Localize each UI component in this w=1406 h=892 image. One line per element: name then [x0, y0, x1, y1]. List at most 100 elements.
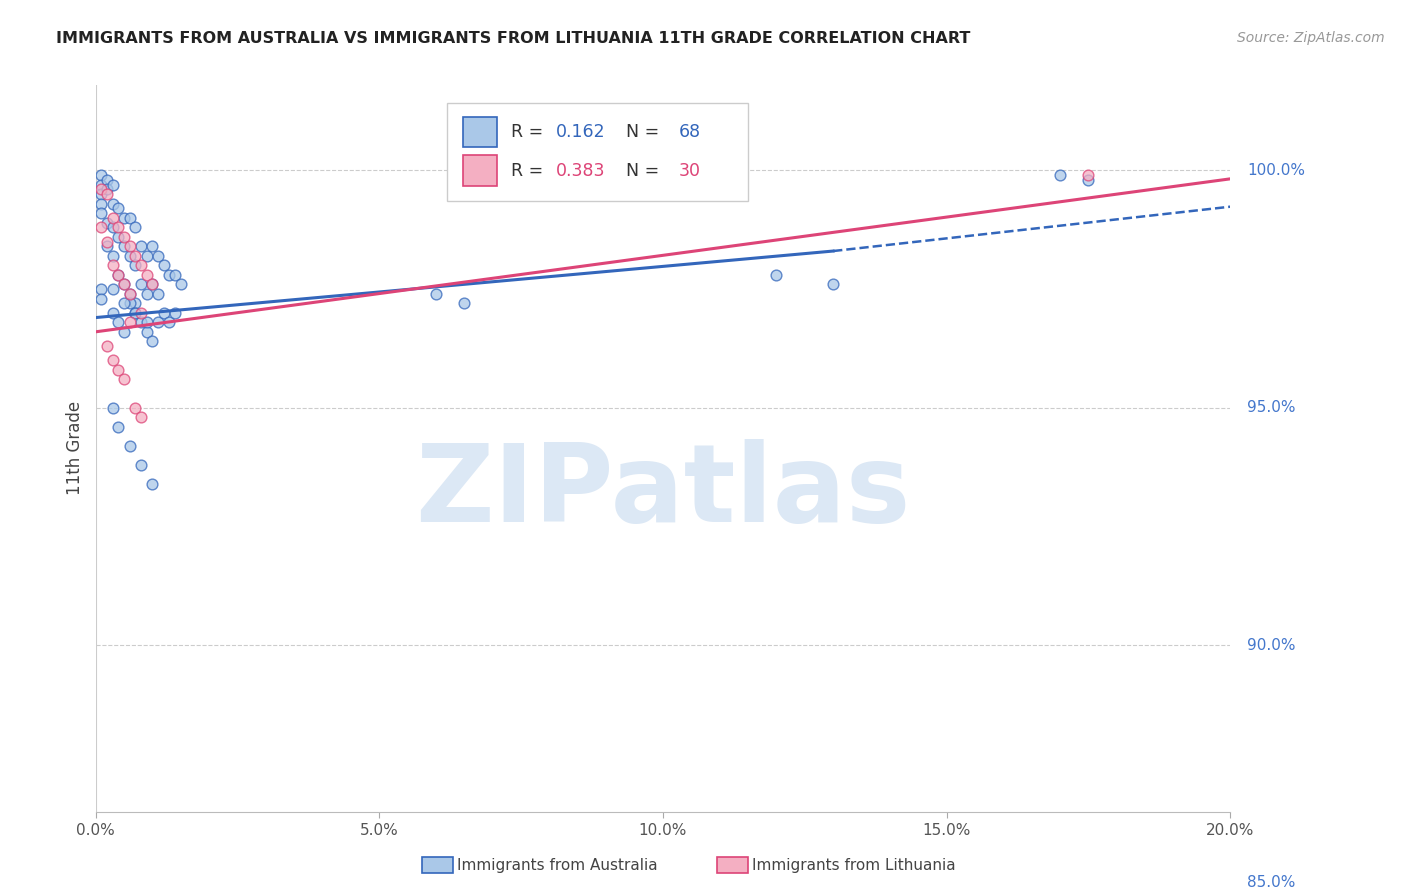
- Point: [129, 239, 152, 253]
- Point: [101, 258, 124, 272]
- Point: [96, 187, 118, 202]
- Point: [152, 306, 174, 320]
- Point: [146, 249, 169, 263]
- Point: [170, 277, 193, 292]
- Point: [90, 178, 112, 192]
- Point: [101, 211, 124, 225]
- Point: [107, 420, 129, 434]
- Text: IMMIGRANTS FROM AUSTRALIA VS IMMIGRANTS FROM LITHUANIA 11TH GRADE CORRELATION CH: IMMIGRANTS FROM AUSTRALIA VS IMMIGRANTS …: [56, 31, 970, 46]
- Point: [112, 211, 135, 225]
- Point: [90, 220, 112, 235]
- Point: [453, 296, 475, 310]
- Text: 30: 30: [679, 161, 700, 179]
- Point: [96, 339, 118, 353]
- Point: [135, 325, 157, 339]
- Text: R =: R =: [510, 123, 548, 141]
- Point: [129, 410, 152, 425]
- Point: [90, 187, 112, 202]
- Point: [157, 315, 180, 329]
- Text: N =: N =: [616, 161, 665, 179]
- Point: [112, 239, 135, 253]
- Point: [124, 249, 146, 263]
- Point: [1077, 168, 1099, 182]
- Point: [163, 306, 186, 320]
- Point: [90, 282, 112, 296]
- Point: [118, 286, 141, 301]
- Point: [823, 277, 845, 292]
- Point: [90, 292, 112, 306]
- Point: [96, 239, 118, 253]
- Point: [1049, 168, 1071, 182]
- Point: [96, 235, 118, 249]
- Point: [101, 282, 124, 296]
- Point: [135, 315, 157, 329]
- Point: [425, 286, 447, 301]
- Point: [124, 258, 146, 272]
- Point: [107, 220, 129, 235]
- Point: [124, 401, 146, 415]
- Point: [124, 306, 146, 320]
- Point: [96, 173, 118, 187]
- Text: N =: N =: [616, 123, 665, 141]
- Text: 85.0%: 85.0%: [1247, 875, 1296, 890]
- Text: 95.0%: 95.0%: [1247, 401, 1296, 416]
- Text: Source: ZipAtlas.com: Source: ZipAtlas.com: [1237, 31, 1385, 45]
- Point: [129, 458, 152, 472]
- Point: [129, 277, 152, 292]
- Point: [107, 268, 129, 282]
- Text: Immigrants from Australia: Immigrants from Australia: [457, 858, 658, 872]
- Point: [146, 286, 169, 301]
- Point: [107, 229, 129, 244]
- Point: [124, 220, 146, 235]
- Point: [112, 229, 135, 244]
- Point: [90, 206, 112, 220]
- Point: [118, 439, 141, 453]
- Point: [101, 306, 124, 320]
- Point: [118, 296, 141, 310]
- Text: ZIPatlas: ZIPatlas: [415, 439, 911, 545]
- Point: [101, 401, 124, 415]
- Point: [112, 325, 135, 339]
- Point: [124, 306, 146, 320]
- Point: [163, 268, 186, 282]
- Point: [152, 258, 174, 272]
- Point: [90, 168, 112, 182]
- Point: [141, 277, 163, 292]
- Text: R =: R =: [510, 161, 548, 179]
- Point: [124, 296, 146, 310]
- Point: [90, 196, 112, 211]
- Text: 68: 68: [679, 123, 702, 141]
- Point: [118, 211, 141, 225]
- Point: [101, 220, 124, 235]
- Point: [141, 277, 163, 292]
- Point: [135, 268, 157, 282]
- Point: [90, 182, 112, 196]
- Y-axis label: 11th Grade: 11th Grade: [66, 401, 84, 495]
- Text: 0.383: 0.383: [557, 161, 606, 179]
- Point: [157, 268, 180, 282]
- Point: [107, 268, 129, 282]
- Point: [129, 315, 152, 329]
- Point: [141, 334, 163, 349]
- Point: [129, 258, 152, 272]
- Text: 0.162: 0.162: [557, 123, 606, 141]
- Point: [141, 476, 163, 491]
- Point: [107, 201, 129, 215]
- Point: [101, 178, 124, 192]
- Point: [96, 182, 118, 196]
- Point: [112, 277, 135, 292]
- Point: [129, 306, 152, 320]
- Bar: [463, 155, 498, 186]
- Text: 90.0%: 90.0%: [1247, 638, 1296, 653]
- Point: [118, 315, 141, 329]
- Bar: [447, 103, 748, 201]
- Point: [118, 239, 141, 253]
- Point: [96, 215, 118, 229]
- Point: [112, 296, 135, 310]
- Bar: [463, 117, 498, 147]
- Point: [112, 277, 135, 292]
- Point: [101, 353, 124, 368]
- Point: [118, 286, 141, 301]
- Point: [101, 249, 124, 263]
- Point: [765, 268, 787, 282]
